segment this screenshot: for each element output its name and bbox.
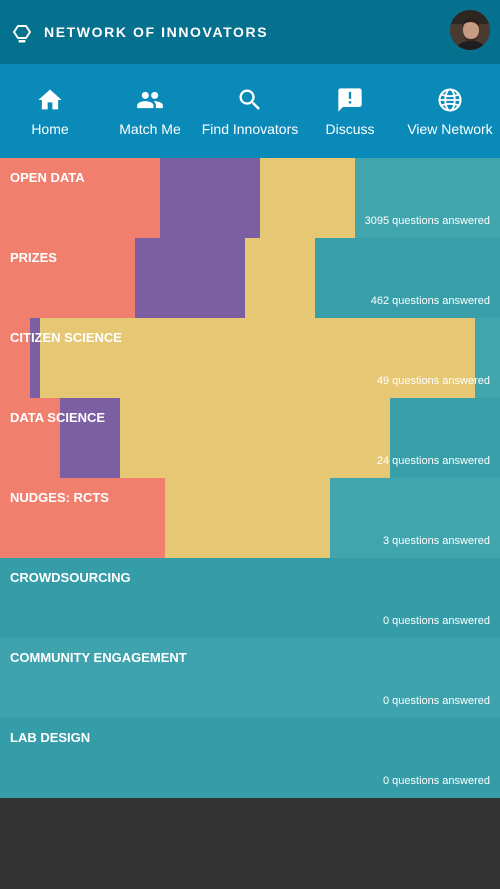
nav-item-home[interactable]: Home (0, 64, 100, 158)
topic-bar-coral (0, 158, 160, 238)
topic-answer-count: 3 questions answered (382, 535, 490, 547)
topic-name: OPEN DATA (10, 170, 85, 185)
topic-bar-coral (0, 238, 135, 318)
topic-answer-count: 3095 questions answered (364, 215, 490, 227)
topic-row[interactable]: COMMUNITY ENGAGEMENT 0 questions answered (0, 638, 500, 718)
topic-list: OPEN DATA 3095 questions answered PRIZES 46… (0, 158, 500, 798)
topic-row[interactable]: NUDGES: RCTS 3 questions answered (0, 478, 500, 558)
topic-name: COMMUNITY ENGAGEMENT (10, 650, 187, 665)
avatar-portrait-icon (450, 10, 490, 50)
topic-bar-purple (135, 238, 245, 318)
topic-name: CITIZEN SCIENCE (10, 330, 122, 345)
user-avatar[interactable] (450, 10, 490, 50)
topic-name: PRIZES (10, 250, 57, 265)
topic-bar-purple (160, 158, 260, 238)
lightbulb-logo-icon[interactable] (11, 22, 33, 44)
topic-bar-yellow (120, 398, 390, 478)
nav-item-discuss[interactable]: Discuss (300, 64, 400, 158)
topic-row[interactable]: CITIZEN SCIENCE 49 questions answered (0, 318, 500, 398)
topic-answer-count: 24 questions answered (376, 455, 490, 467)
topic-answer-count: 462 questions answered (370, 295, 490, 307)
topic-bar-yellow (165, 478, 330, 558)
nav-label-home: Home (31, 121, 69, 137)
topic-row[interactable]: LAB DESIGN 0 questions answered (0, 718, 500, 798)
topic-answer-count: 49 questions answered (376, 375, 490, 387)
search-icon (239, 89, 260, 110)
app-title: NETWORK OF INNOVATORS (44, 24, 269, 40)
globe-icon (438, 88, 462, 112)
main-nav: Home Match Me Find Innovators Discuss Vi… (0, 64, 500, 158)
home-icon (38, 89, 62, 110)
topic-bar-purple (30, 318, 40, 398)
topic-answer-count: 0 questions answered (382, 615, 490, 627)
topic-bar-purple (60, 398, 120, 478)
topic-bar-yellow (260, 158, 355, 238)
nav-item-view-network[interactable]: View Network (400, 64, 500, 158)
topic-row[interactable]: CROWDSOURCING 0 questions answered (0, 558, 500, 638)
topic-name: LAB DESIGN (10, 730, 91, 745)
nav-label-discuss: Discuss (325, 121, 375, 137)
topic-row[interactable]: PRIZES 462 questions answered (0, 238, 500, 318)
topic-answer-count: 0 questions answered (382, 695, 490, 707)
nav-item-find-innovators[interactable]: Find Innovators (200, 64, 300, 158)
nav-label-view-network: View Network (407, 121, 493, 137)
topic-bar-yellow (245, 238, 315, 318)
app-header: NETWORK OF INNOVATORS (0, 0, 500, 64)
topic-name: DATA SCIENCE (10, 410, 106, 425)
topic-answer-count: 0 questions answered (382, 775, 490, 787)
topic-row[interactable]: OPEN DATA 3095 questions answered (0, 158, 500, 238)
nav-label-match-me: Match Me (119, 121, 181, 137)
topic-bar-yellow (40, 318, 475, 398)
topic-bar-coral (0, 398, 60, 478)
nav-item-match-me[interactable]: Match Me (100, 64, 200, 158)
topic-bar-coral (0, 318, 30, 398)
topic-bar-coral (0, 478, 165, 558)
topic-name: CROWDSOURCING (10, 570, 131, 585)
topic-name: NUDGES: RCTS (10, 490, 109, 505)
chat-icon (338, 88, 362, 112)
nav-label-find-innovators: Find Innovators (201, 121, 299, 137)
topic-row[interactable]: DATA SCIENCE 24 questions answered (0, 398, 500, 478)
people-icon (137, 91, 163, 109)
